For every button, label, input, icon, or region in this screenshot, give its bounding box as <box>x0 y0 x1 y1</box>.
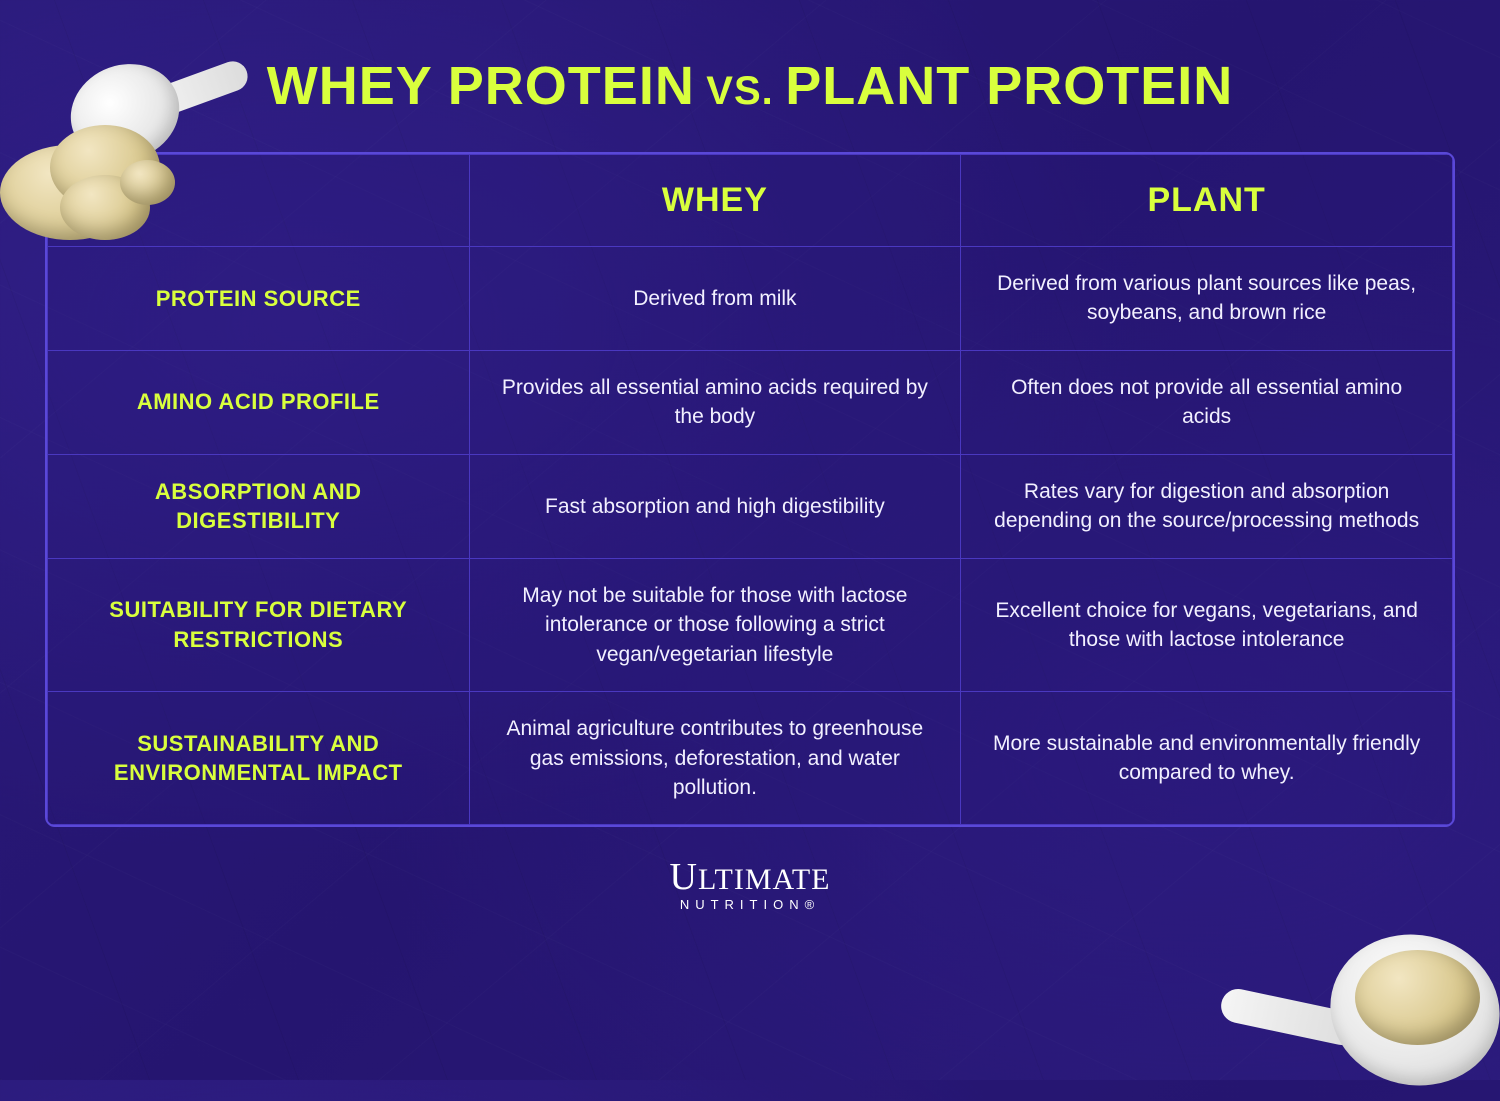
table-row: AMINO ACID PROFILE Provides all essentia… <box>48 350 1453 454</box>
table-header-row: WHEY PLANT <box>48 155 1453 247</box>
cell-plant: Excellent choice for vegans, vegetarians… <box>961 558 1453 691</box>
brand-subtext: NUTRITION® <box>0 897 1500 912</box>
page-title: WHEY PROTEIN VS. PLANT PROTEIN <box>0 0 1500 152</box>
brand-rest: LTIMATE <box>698 863 831 896</box>
comparison-table: WHEY PLANT PROTEIN SOURCE Derived from m… <box>47 154 1453 825</box>
brand-initial: U <box>669 856 697 898</box>
header-blank <box>48 155 470 247</box>
table-row: SUSTAINABILITY AND ENVIRONMENTAL IMPACT … <box>48 692 1453 825</box>
comparison-table-container: WHEY PLANT PROTEIN SOURCE Derived from m… <box>45 152 1455 827</box>
row-label: SUITABILITY FOR DIETARY RESTRICTIONS <box>48 558 470 691</box>
cell-plant: Derived from various plant sources like … <box>961 247 1453 351</box>
title-vs: VS. <box>706 69 773 113</box>
cell-whey: Fast absorption and high digestibility <box>469 454 961 558</box>
row-label: AMINO ACID PROFILE <box>48 350 470 454</box>
header-plant: PLANT <box>961 155 1453 247</box>
header-whey: WHEY <box>469 155 961 247</box>
cell-plant: Often does not provide all essential ami… <box>961 350 1453 454</box>
cell-whey: Derived from milk <box>469 247 961 351</box>
cell-whey: May not be suitable for those with lacto… <box>469 558 961 691</box>
cell-plant: Rates vary for digestion and absorption … <box>961 454 1453 558</box>
brand-name: ULTIMATE <box>0 855 1500 899</box>
cell-whey: Animal agriculture contributes to greenh… <box>469 692 961 825</box>
title-right: PLANT PROTEIN <box>785 56 1233 116</box>
row-label: PROTEIN SOURCE <box>48 247 470 351</box>
cell-plant: More sustainable and environmentally fri… <box>961 692 1453 825</box>
table-row: ABSORPTION AND DIGESTIBILITY Fast absorp… <box>48 454 1453 558</box>
table-row: PROTEIN SOURCE Derived from milk Derived… <box>48 247 1453 351</box>
title-left: WHEY PROTEIN <box>267 56 695 116</box>
table-body: PROTEIN SOURCE Derived from milk Derived… <box>48 247 1453 825</box>
protein-scoop-bottom-right <box>1250 880 1500 1100</box>
cell-whey: Provides all essential amino acids requi… <box>469 350 961 454</box>
brand-footer: ULTIMATE NUTRITION® <box>0 855 1500 912</box>
row-label: SUSTAINABILITY AND ENVIRONMENTAL IMPACT <box>48 692 470 825</box>
row-label: ABSORPTION AND DIGESTIBILITY <box>48 454 470 558</box>
table-row: SUITABILITY FOR DIETARY RESTRICTIONS May… <box>48 558 1453 691</box>
